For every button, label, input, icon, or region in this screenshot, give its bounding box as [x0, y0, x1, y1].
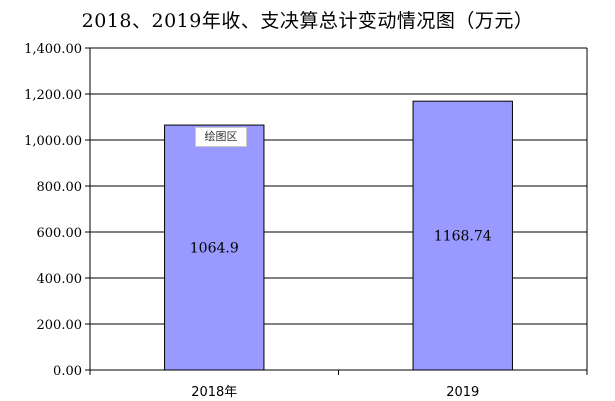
chart-title: 2018、2019年收、支决算总计变动情况图（万元） [81, 10, 534, 32]
y-tick-label: 400.00 [37, 272, 83, 287]
labels: 0.00 200.00 400.00 600.00 800.00 1,000.00 1,20… [24, 42, 492, 400]
bar [412, 100, 513, 371]
y-tick-label: 1,000.00 [24, 134, 82, 149]
y-tick-label: 1,200.00 [24, 88, 82, 103]
data-label: 1064.9 [190, 241, 239, 257]
data-label: 1168.74 [434, 229, 492, 245]
x-category-label: 2019 [446, 385, 479, 400]
bars [164, 100, 513, 371]
y-tick-label: 200.00 [37, 318, 83, 333]
y-tick-label: 600.00 [37, 226, 83, 241]
bar [164, 124, 265, 371]
x-category-label: 2018年 [191, 385, 237, 400]
y-tick-label: 800.00 [37, 180, 83, 195]
y-tick-label: 0.00 [53, 364, 82, 379]
axes [85, 47, 588, 375]
y-tick-label: 1,400.00 [24, 42, 82, 57]
plot-area-tooltip: 绘图区 [195, 127, 247, 147]
